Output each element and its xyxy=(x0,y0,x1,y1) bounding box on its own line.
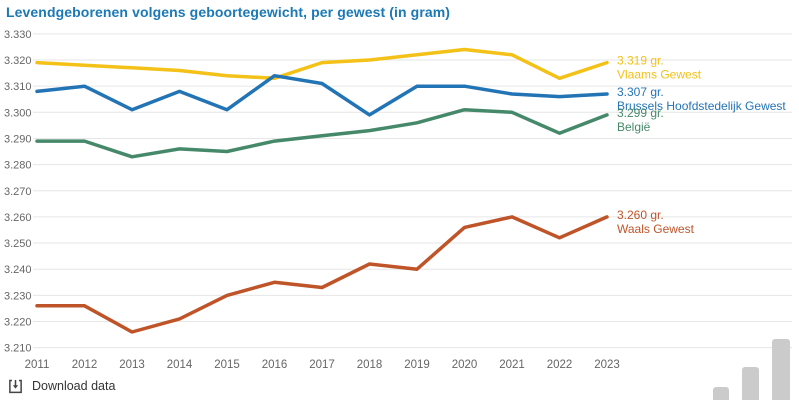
bar-large xyxy=(772,339,790,400)
download-label: Download data xyxy=(32,379,116,393)
x-tick-label: 2017 xyxy=(309,359,335,371)
y-tick-label: 3.240 xyxy=(4,264,32,276)
x-tick-label: 2014 xyxy=(167,359,193,371)
x-tick-label: 2022 xyxy=(547,359,573,371)
x-tick-label: 2016 xyxy=(262,359,288,371)
y-tick-label: 3.280 xyxy=(4,160,32,172)
series-value-label-brussels-hoofdstedelijk-gewest: 3.307 gr. xyxy=(617,85,664,99)
series-value-label-vlaams-gewest: 3.319 gr. xyxy=(617,54,664,68)
series-name-label-belgi-: België xyxy=(617,120,651,134)
x-tick-label: 2020 xyxy=(452,359,478,371)
series-line-belgi- xyxy=(35,107,609,159)
series-value-label-belgi-: 3.299 gr. xyxy=(617,106,664,120)
series-name-label-brussels-hoofdstedelijk-gewest: Brussels Hoofdstedelijk Gewest xyxy=(617,99,786,113)
y-tick-label: 3.310 xyxy=(4,81,32,93)
x-tick-label: 2018 xyxy=(357,359,383,371)
x-tick-label: 2015 xyxy=(214,359,240,371)
bar-medium xyxy=(742,367,759,400)
chart-title: Levendgeborenen volgens geboortegewicht,… xyxy=(6,4,451,20)
y-tick-label: 3.210 xyxy=(4,343,32,355)
x-tick-label: 2019 xyxy=(404,359,430,371)
y-tick-label: 3.320 xyxy=(4,55,32,67)
bar-chart-icon xyxy=(713,339,790,400)
y-tick-label: 3.300 xyxy=(4,107,32,119)
y-tick-label: 3.260 xyxy=(4,212,32,224)
line-chart: 3.210 3.220 3.230 3.240 3.250 3.260 3.270 3.280… xyxy=(4,29,792,371)
y-tick-label: 3.230 xyxy=(4,290,32,302)
x-tick-label: 2023 xyxy=(594,359,620,371)
x-tick-label: 2013 xyxy=(119,359,145,371)
y-tick-label: 3.270 xyxy=(4,186,32,198)
series-line-waals-gewest xyxy=(35,215,609,334)
y-tick-label: 3.290 xyxy=(4,133,32,145)
y-tick-label: 3.330 xyxy=(4,29,32,41)
y-tick-label: 3.250 xyxy=(4,238,32,250)
series-line-brussels-hoofdstedelijk-gewest xyxy=(35,73,609,117)
series-name-label-waals-gewest: Waals Gewest xyxy=(617,222,695,236)
download-data-button[interactable]: Download data xyxy=(8,376,115,396)
x-tick-label: 2021 xyxy=(499,359,525,371)
x-tick-label: 2012 xyxy=(72,359,98,371)
bar-small xyxy=(713,387,729,400)
series-line-vlaams-gewest xyxy=(35,47,609,81)
x-tick-label: 2011 xyxy=(25,359,50,371)
download-icon xyxy=(8,379,23,394)
series-name-label-vlaams-gewest: Vlaams Gewest xyxy=(617,68,702,82)
series-value-label-waals-gewest: 3.260 gr. xyxy=(617,208,664,222)
y-tick-label: 3.220 xyxy=(4,317,32,329)
